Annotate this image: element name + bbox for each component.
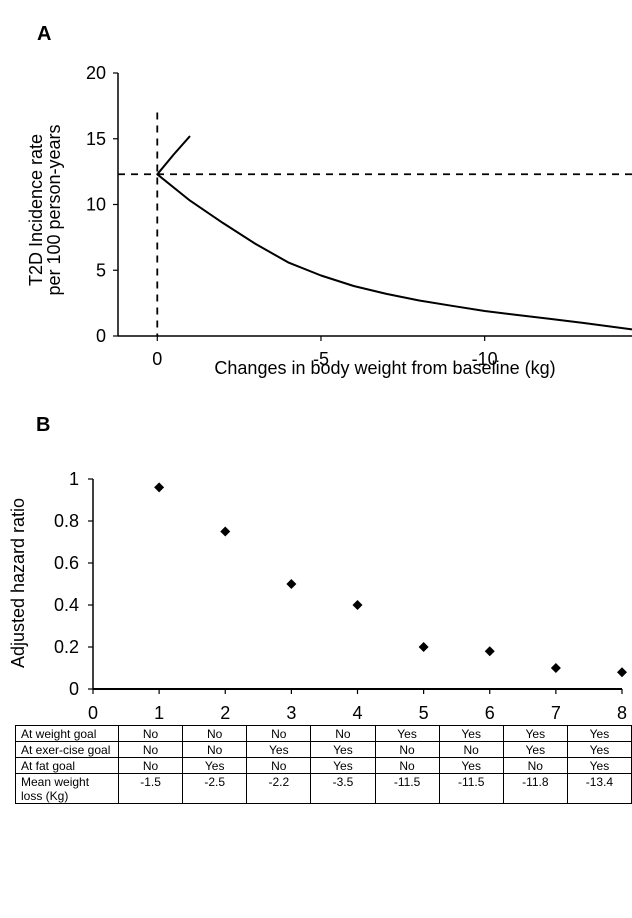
panel-a-x-axis-label: Changes in body weight from baseline (kg…	[214, 358, 555, 378]
panel-b-data-point	[220, 526, 231, 537]
table-cell: No	[374, 757, 440, 774]
panel-b-data-point	[617, 667, 627, 678]
table-cell: Yes	[310, 741, 376, 758]
table-cell: -11.5	[374, 773, 440, 804]
panel-a-y-axis-label-line1: T2D Incidence rate	[26, 134, 46, 286]
table-row: At fat goal No Yes No Yes No Yes No Yes	[15, 757, 632, 774]
panel-b-data-point	[418, 642, 429, 652]
table-cell: Yes	[502, 741, 568, 758]
table-cell: -1.5	[117, 773, 184, 804]
panel-b-x-tick-label: 7	[551, 703, 561, 723]
table-cell: -2.2	[246, 773, 312, 804]
panel-b-x-tick-label: 4	[352, 703, 362, 723]
table-row: At exer-cise goal No No Yes Yes No No Yes Yes	[15, 741, 632, 758]
panel-b-x-tick-label: 0	[88, 703, 98, 723]
panel-b-y-axis-label: Adjusted hazard ratio	[8, 498, 28, 668]
table-cell: No	[246, 757, 312, 774]
table-cell: No	[182, 741, 248, 758]
table-cell: Yes	[374, 725, 440, 742]
panel-b-y-tick-label: 1	[69, 469, 79, 489]
panel-b-x-tick-label: 1	[154, 703, 164, 723]
goal-table: At weight goal No No No No Yes Yes Yes Yes At exe…	[15, 725, 632, 804]
panel-label-b: B	[36, 414, 50, 436]
panel-a-incidence-curve	[156, 135, 632, 331]
panel-label-a: A	[37, 23, 51, 45]
table-cell: Yes	[438, 725, 504, 742]
panel-b-data-point	[484, 646, 495, 657]
table-row-header: At fat goal	[15, 757, 119, 774]
panel-b-data-point	[352, 600, 363, 610]
panel-b-y-tick-label: 0	[69, 679, 79, 699]
table-cell: No	[117, 741, 184, 758]
panel-a-x-tick-label: -5	[313, 349, 329, 369]
table-row-header: At exer-cise goal	[15, 741, 119, 758]
panel-b-x-tick-label: 3	[286, 703, 296, 723]
panel-b-data-point	[154, 482, 165, 493]
table-row-header: Mean weight loss (Kg)	[15, 773, 119, 804]
table-cell: No	[117, 757, 184, 774]
table-cell: Yes	[566, 757, 632, 774]
table-cell: Yes	[502, 725, 568, 742]
panel-b-x-tick-label: 8	[617, 703, 627, 723]
panel-b-y-tick-label: 0.2	[54, 637, 79, 657]
table-cell: No	[502, 757, 568, 774]
table-cell: No	[438, 741, 504, 758]
table-cell: Yes	[310, 757, 376, 774]
panel-b-data-point	[286, 579, 297, 589]
table-cell: Yes	[246, 741, 312, 758]
panel-a-x-tick-label: -10	[472, 349, 498, 369]
table-row-header: At weight goal	[15, 725, 119, 742]
panel-b-x-tick-label: 6	[485, 703, 495, 723]
panel-a-y-axis-label-line2: per 100 person-years	[44, 124, 64, 295]
table-cell: Yes	[566, 725, 632, 742]
table-cell: -11.8	[502, 773, 568, 804]
table-cell: Yes	[182, 757, 248, 774]
table-row: Mean weight loss (Kg) -1.5 -2.5 -2.2 -3.5 -11…	[15, 773, 632, 804]
panel-b-x-tick-label: 5	[419, 703, 429, 723]
table-cell: -13.4	[566, 773, 632, 804]
panel-a-y-tick-label: 10	[86, 195, 106, 215]
table-cell: -11.5	[438, 773, 504, 804]
table-cell: Yes	[438, 757, 504, 774]
table-cell: No	[182, 725, 248, 742]
panel-b-x-tick-label: 2	[220, 703, 230, 723]
table-cell: Yes	[566, 741, 632, 758]
panel-a-x-tick-label: 0	[152, 349, 162, 369]
table-cell: No	[246, 725, 312, 742]
panel-b-y-tick-label: 0.6	[54, 553, 79, 573]
panel-b-data-point	[550, 663, 561, 673]
panel-b-y-tick-label: 0.8	[54, 511, 79, 531]
panel-a-y-tick-label: 0	[96, 326, 106, 346]
table-cell: -2.5	[182, 773, 248, 804]
panel-a-y-tick-label: 15	[86, 129, 106, 149]
panel-a-y-tick-label: 20	[86, 63, 106, 83]
table-cell: -3.5	[310, 773, 376, 804]
table-cell: No	[310, 725, 376, 742]
panel-a-y-tick-label: 5	[96, 260, 106, 280]
table-row: At weight goal No No No No Yes Yes Yes Yes	[15, 725, 632, 742]
table-cell: No	[374, 741, 440, 758]
table-cell: No	[117, 725, 184, 742]
panel-b-y-tick-label: 0.4	[54, 595, 79, 615]
